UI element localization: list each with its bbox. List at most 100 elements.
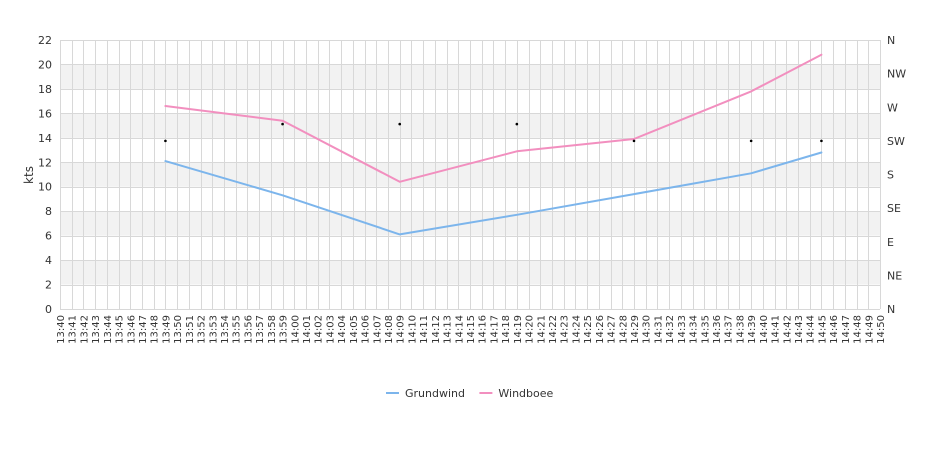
x-tick-label: 14:35 <box>700 315 711 344</box>
direction-marker <box>820 139 823 143</box>
x-tick-label: 14:41 <box>771 315 782 344</box>
x-tick-label: 14:34 <box>689 315 700 344</box>
series-line <box>164 53 823 183</box>
x-tick-label: 14:29 <box>630 315 641 344</box>
x-tick-label: 13:47 <box>138 315 149 344</box>
x-tick-label: 14:40 <box>759 315 770 344</box>
y-tick-label: 12 <box>38 156 52 169</box>
direction-tick-label: S <box>887 169 894 182</box>
x-tick-label: 14:49 <box>864 315 875 344</box>
x-tick-label: 14:18 <box>501 315 512 344</box>
grid-lines <box>60 40 881 310</box>
legend-label: Grundwind <box>405 387 465 400</box>
x-tick-label: 14:10 <box>407 315 418 344</box>
direction-marker <box>749 139 753 143</box>
x-tick-label: 13:57 <box>255 315 266 344</box>
x-tick-label: 14:07 <box>372 315 383 344</box>
x-tick-label: 14:42 <box>782 315 793 344</box>
x-tick-label: 14:15 <box>466 315 477 344</box>
x-tick-label: 13:43 <box>91 315 102 344</box>
y-tick-label: 22 <box>38 34 52 47</box>
y-tick-label: 10 <box>38 181 52 194</box>
x-tick-label: 13:40 <box>56 315 67 344</box>
x-tick-label: 13:53 <box>208 315 219 344</box>
y-tick-label: 4 <box>45 254 52 267</box>
x-tick-label: 14:44 <box>806 315 817 344</box>
y-tick-label: 16 <box>38 107 52 120</box>
x-tick-label: 14:39 <box>747 315 758 344</box>
direction-marker <box>398 122 402 126</box>
direction-marker <box>515 122 519 126</box>
direction-tick-label: NW <box>887 68 906 81</box>
x-tick-label: 14:43 <box>794 315 805 344</box>
direction-tick-label: E <box>887 236 894 249</box>
x-tick-label: 14:37 <box>724 315 735 344</box>
x-tick-label: 14:36 <box>712 315 723 344</box>
x-axis-ticks: 13:40 13:41 13:42 13:43 13:44 13:45 13:46 13:47… <box>56 315 887 344</box>
direction-tick-label: NE <box>887 269 902 282</box>
y-axis-title: kts <box>22 166 36 184</box>
x-tick-label: 13:48 <box>150 315 161 344</box>
x-tick-label: 14:12 <box>431 315 442 344</box>
y-tick-label: 18 <box>38 83 52 96</box>
x-tick-label: 14:21 <box>536 315 547 344</box>
x-tick-label: 13:55 <box>232 315 243 344</box>
x-tick-label: 13:58 <box>267 315 278 344</box>
x-tick-label: 14:13 <box>443 315 454 344</box>
x-tick-label: 14:03 <box>325 315 336 344</box>
x-tick-label: 13:52 <box>197 315 208 344</box>
x-tick-label: 14:05 <box>349 315 360 344</box>
y-tick-label: 2 <box>45 279 52 292</box>
series-lines <box>164 53 823 236</box>
x-tick-label: 14:22 <box>548 315 559 344</box>
x-tick-label: 14:09 <box>396 315 407 344</box>
x-tick-label: 14:48 <box>853 315 864 344</box>
x-tick-label: 14:45 <box>817 315 828 344</box>
direction-tick-label: N <box>887 34 895 47</box>
x-tick-label: 14:14 <box>454 315 465 344</box>
x-tick-label: 13:45 <box>115 315 126 344</box>
x-tick-label: 13:42 <box>79 315 90 344</box>
x-tick-label: 14:20 <box>525 315 536 344</box>
x-tick-label: 14:19 <box>513 315 524 344</box>
x-tick-label: 14:24 <box>571 315 582 344</box>
direction-tick-label: W <box>887 101 898 114</box>
x-tick-label: 14:50 <box>876 315 887 344</box>
y-axis-ticks: 0 2 4 6 8 10 12 14 16 18 20 22 <box>38 34 52 316</box>
x-tick-label: 14:46 <box>829 315 840 344</box>
x-tick-label: 14:26 <box>595 315 606 344</box>
x-tick-label: 14:38 <box>735 315 746 344</box>
x-tick-label: 14:28 <box>618 315 629 344</box>
direction-markers <box>164 122 823 143</box>
x-tick-label: 14:08 <box>384 315 395 344</box>
x-tick-label: 13:56 <box>243 315 254 344</box>
series-line <box>164 151 823 236</box>
y-tick-label: 8 <box>45 205 52 218</box>
x-tick-label: 14:30 <box>642 315 653 344</box>
x-tick-label: 14:02 <box>314 315 325 344</box>
x-tick-label: 14:11 <box>419 315 430 344</box>
x-tick-label: 13:49 <box>161 315 172 344</box>
x-tick-label: 13:50 <box>173 315 184 344</box>
x-tick-label: 14:06 <box>361 315 372 344</box>
direction-tick-label: N <box>887 303 895 316</box>
direction-tick-label: SW <box>887 135 905 148</box>
x-tick-label: 14:01 <box>302 315 313 344</box>
direction-axis-ticks: N NE E SE S SW W NW N <box>887 34 906 316</box>
x-tick-label: 14:04 <box>337 315 348 344</box>
y-tick-label: 6 <box>45 230 52 243</box>
x-tick-label: 14:00 <box>290 315 301 344</box>
y-tick-label: 0 <box>45 303 52 316</box>
x-tick-label: 14:31 <box>653 315 664 344</box>
x-tick-label: 14:25 <box>583 315 594 344</box>
y-tick-label: 20 <box>38 58 52 71</box>
direction-tick-label: SE <box>887 202 901 215</box>
x-tick-label: 13:59 <box>279 315 290 344</box>
legend: Grundwind Windboee <box>386 387 554 400</box>
x-tick-label: 13:51 <box>185 315 196 344</box>
x-tick-label: 14:16 <box>478 315 489 344</box>
x-tick-label: 14:32 <box>665 315 676 344</box>
direction-marker <box>281 122 284 126</box>
x-tick-label: 13:46 <box>126 315 137 344</box>
